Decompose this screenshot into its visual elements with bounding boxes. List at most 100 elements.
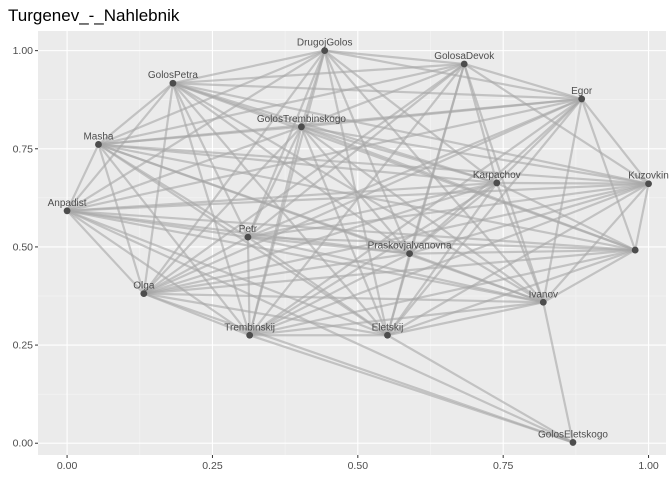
node-label: Karpachov — [473, 170, 521, 181]
edge-line — [65, 182, 650, 212]
edge-line — [65, 209, 251, 337]
edge-line — [142, 182, 650, 295]
edge-line — [300, 125, 498, 185]
edge-line — [634, 182, 650, 252]
edge-line — [408, 181, 498, 255]
edge-line — [65, 125, 303, 212]
edge-line — [142, 125, 303, 295]
edge-line — [65, 181, 498, 212]
y-tick-label: 0.00 — [13, 438, 34, 450]
edge-line — [65, 209, 411, 255]
node-point — [631, 246, 639, 254]
edge-line — [248, 182, 650, 337]
node-point — [95, 141, 102, 148]
edge-line — [408, 248, 637, 255]
edge-line — [171, 82, 583, 101]
node-label: Kuzovkin — [628, 171, 669, 182]
edge-line — [463, 62, 583, 101]
node-label: Masha — [83, 131, 113, 142]
y-tick-label: 0.25 — [13, 340, 34, 352]
x-tick-label: 0.25 — [202, 460, 223, 472]
edge-line — [495, 181, 650, 185]
x-tick-label: 0.50 — [348, 460, 369, 472]
y-tick-label: 0.50 — [13, 241, 34, 253]
edge-line — [542, 301, 575, 444]
node-label: Petr — [239, 224, 258, 235]
edge-line — [323, 49, 583, 101]
edge-line — [142, 82, 175, 295]
node-point — [140, 290, 148, 298]
edge-line — [65, 143, 100, 212]
edge-line — [97, 62, 466, 146]
x-tick-label: 1.00 — [638, 460, 659, 472]
edge-line — [97, 143, 498, 185]
edge-line — [408, 252, 545, 304]
edge-line — [97, 82, 175, 146]
edge-line — [246, 125, 303, 239]
edge-line — [171, 82, 251, 337]
edge-line — [386, 181, 498, 337]
edge-line — [97, 125, 303, 146]
edge-line — [246, 236, 637, 252]
node-point — [169, 79, 177, 87]
node-point — [645, 180, 652, 188]
nodes — [63, 47, 652, 446]
node-label: Anpadist — [48, 198, 87, 209]
y-axis: 0.00 0.25 0.50 0.75 1.00 — [13, 45, 38, 450]
node-label: Olga — [133, 281, 155, 292]
y-tick-label: 0.75 — [13, 143, 34, 155]
edge-line — [386, 97, 583, 337]
edge-line — [246, 236, 545, 304]
edge-line — [408, 182, 650, 255]
node-label: Ivanov — [529, 289, 558, 300]
node-label: DrugojGolos — [297, 38, 353, 49]
edges — [65, 49, 650, 444]
edge-line — [495, 181, 637, 252]
node-label: GolosPetra — [148, 70, 198, 81]
edge-line — [386, 248, 637, 337]
edge-line — [246, 236, 411, 255]
node-point — [321, 47, 329, 55]
node-point — [244, 233, 252, 241]
node-label: Eletskij — [372, 322, 404, 333]
y-tick-label: 1.00 — [13, 45, 34, 57]
node-point — [578, 95, 586, 103]
edge-line — [542, 248, 637, 304]
edge-line — [386, 334, 575, 444]
edge-line — [248, 334, 575, 444]
node-label: GolosaDevok — [434, 51, 495, 62]
chart-title: Turgenev_-_Nahlebnik — [8, 6, 180, 25]
edge-line — [386, 301, 545, 337]
gridlines — [38, 31, 666, 455]
x-axis: 0.00 0.25 0.50 0.75 1.00 — [57, 455, 659, 472]
edge-line — [171, 49, 326, 85]
node-point — [246, 331, 254, 339]
edge-line — [248, 301, 545, 337]
node-point — [63, 207, 71, 215]
edge-line — [248, 252, 411, 337]
edge-line — [580, 97, 637, 252]
edge-line — [323, 49, 466, 66]
edge-line — [580, 97, 650, 185]
edge-line — [142, 292, 389, 337]
node-point — [384, 331, 391, 339]
edge-line — [542, 182, 650, 304]
node-point — [460, 60, 468, 68]
edge-line — [65, 209, 389, 337]
node-point — [298, 123, 305, 131]
edge-line — [65, 209, 145, 295]
node-label: Egor — [571, 86, 593, 97]
edge-line — [97, 143, 650, 185]
edge-line — [386, 252, 411, 337]
edge-line — [142, 292, 545, 304]
node-label: GolosEletskogo — [538, 429, 608, 440]
edge-line — [142, 252, 411, 295]
edge-line — [300, 125, 650, 185]
edge-line — [142, 181, 498, 295]
edge-line — [65, 209, 575, 444]
node-point — [539, 298, 547, 306]
node-point — [406, 250, 413, 257]
node-labels: DrugojGolos GolosaDevok GolosPetra Egor Golo… — [48, 38, 669, 441]
node-label: Trembinskij — [224, 322, 275, 333]
